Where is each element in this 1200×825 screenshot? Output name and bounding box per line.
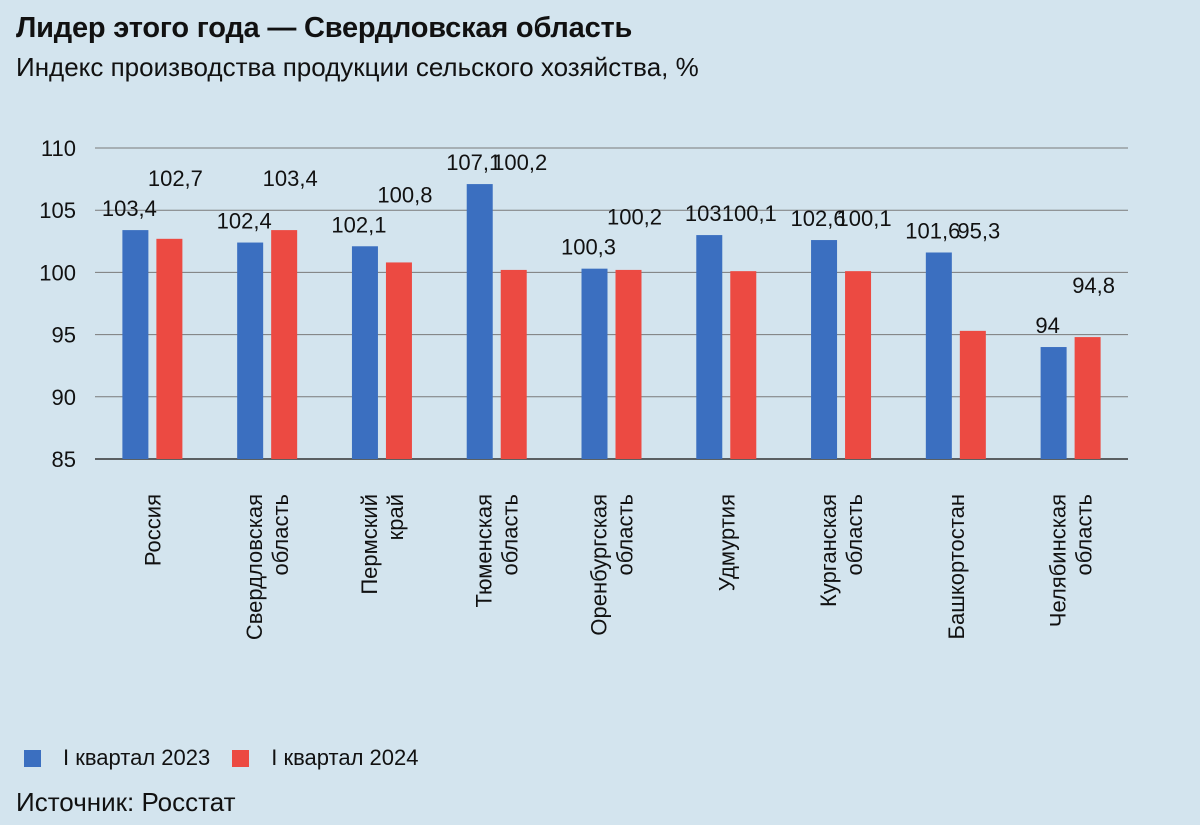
y-tick-label: 85: [52, 447, 76, 472]
legend-item-2024: I квартал 2024: [232, 745, 418, 771]
legend-label-2024: I квартал 2024: [271, 745, 419, 770]
bar-2024: [385, 262, 412, 459]
data-label-2023: 101,6: [905, 218, 960, 243]
bar-2024: [271, 230, 298, 459]
bar-2024: [730, 271, 757, 459]
bar-2023: [1040, 347, 1067, 459]
bar-chart: 85 90 95 100 105 110 103,4 102,7 Россия 102,4 103,…: [39, 136, 1128, 640]
x-category-label: Пермскийкрай: [357, 494, 408, 595]
y-tick-label: 105: [39, 198, 76, 223]
bar-2023: [925, 252, 952, 459]
bar-2024: [156, 238, 183, 459]
legend-item-2023: I квартал 2023: [24, 745, 210, 771]
source-note: Источник: Росстат: [16, 787, 236, 817]
x-category-label: Оренбургскаяобласть: [587, 494, 638, 636]
bar-2023: [466, 184, 493, 460]
x-category-label: Курганскаяобласть: [816, 494, 867, 607]
data-label-2024: 94,8: [1072, 273, 1115, 298]
legend-swatch-2024: [232, 749, 250, 767]
bar-2023: [811, 240, 838, 459]
chart-title: Лидер этого года — Свердловская область: [16, 12, 633, 44]
x-category-label: Тюменскаяобласть: [472, 494, 523, 608]
data-label-2023: 102,1: [331, 212, 386, 237]
bar-2024: [845, 271, 872, 459]
data-label-2024: 100,8: [377, 182, 432, 207]
y-tick-label: 110: [41, 136, 76, 161]
bar-2023: [581, 268, 608, 459]
data-label-2024: 102,7: [148, 166, 203, 191]
data-label-2024: 100,1: [722, 201, 777, 226]
x-category-label: Башкортостан: [944, 494, 969, 639]
data-label-2024: 95,3: [957, 218, 1000, 243]
bar-2023: [237, 242, 264, 459]
legend-swatch-2023: [24, 749, 41, 767]
bar-2024: [1074, 337, 1101, 459]
y-tick-label: 95: [52, 323, 76, 348]
legend-label-2023: I квартал 2023: [63, 745, 211, 770]
x-category-label: Россия: [140, 494, 165, 566]
y-tick-label: 100: [39, 260, 76, 285]
data-label-2024: 100,1: [837, 206, 892, 231]
y-tick-label: 90: [52, 385, 76, 410]
chart-subtitle: Индекс производства продукции сельского …: [16, 52, 699, 82]
legend: I квартал 2023 I квартал 2024: [24, 745, 440, 771]
data-label-2023: 102,4: [217, 209, 272, 234]
data-label-2023: 107,1: [446, 150, 501, 175]
x-category-label: Челябинскаяобласть: [1046, 494, 1097, 627]
data-label-2024: 103,4: [263, 166, 318, 191]
data-label-2023: 103: [685, 201, 722, 226]
bar-2023: [122, 230, 149, 459]
data-label-2023: 102,6: [791, 206, 846, 231]
bar-2024: [959, 330, 986, 459]
data-label-2024: 100,2: [607, 205, 662, 230]
data-label-2024: 100,2: [492, 150, 547, 175]
bar-2024: [615, 269, 642, 459]
data-label-2023: 94: [1035, 313, 1059, 338]
bar-2023: [696, 235, 723, 459]
bar-2023: [351, 246, 378, 459]
x-category-label: Свердловскаяобласть: [242, 494, 293, 640]
data-label-2023: 103,4: [102, 196, 157, 221]
bar-2024: [500, 269, 527, 459]
x-category-label: Удмуртия: [714, 494, 739, 591]
data-label-2023: 100,3: [561, 235, 616, 260]
